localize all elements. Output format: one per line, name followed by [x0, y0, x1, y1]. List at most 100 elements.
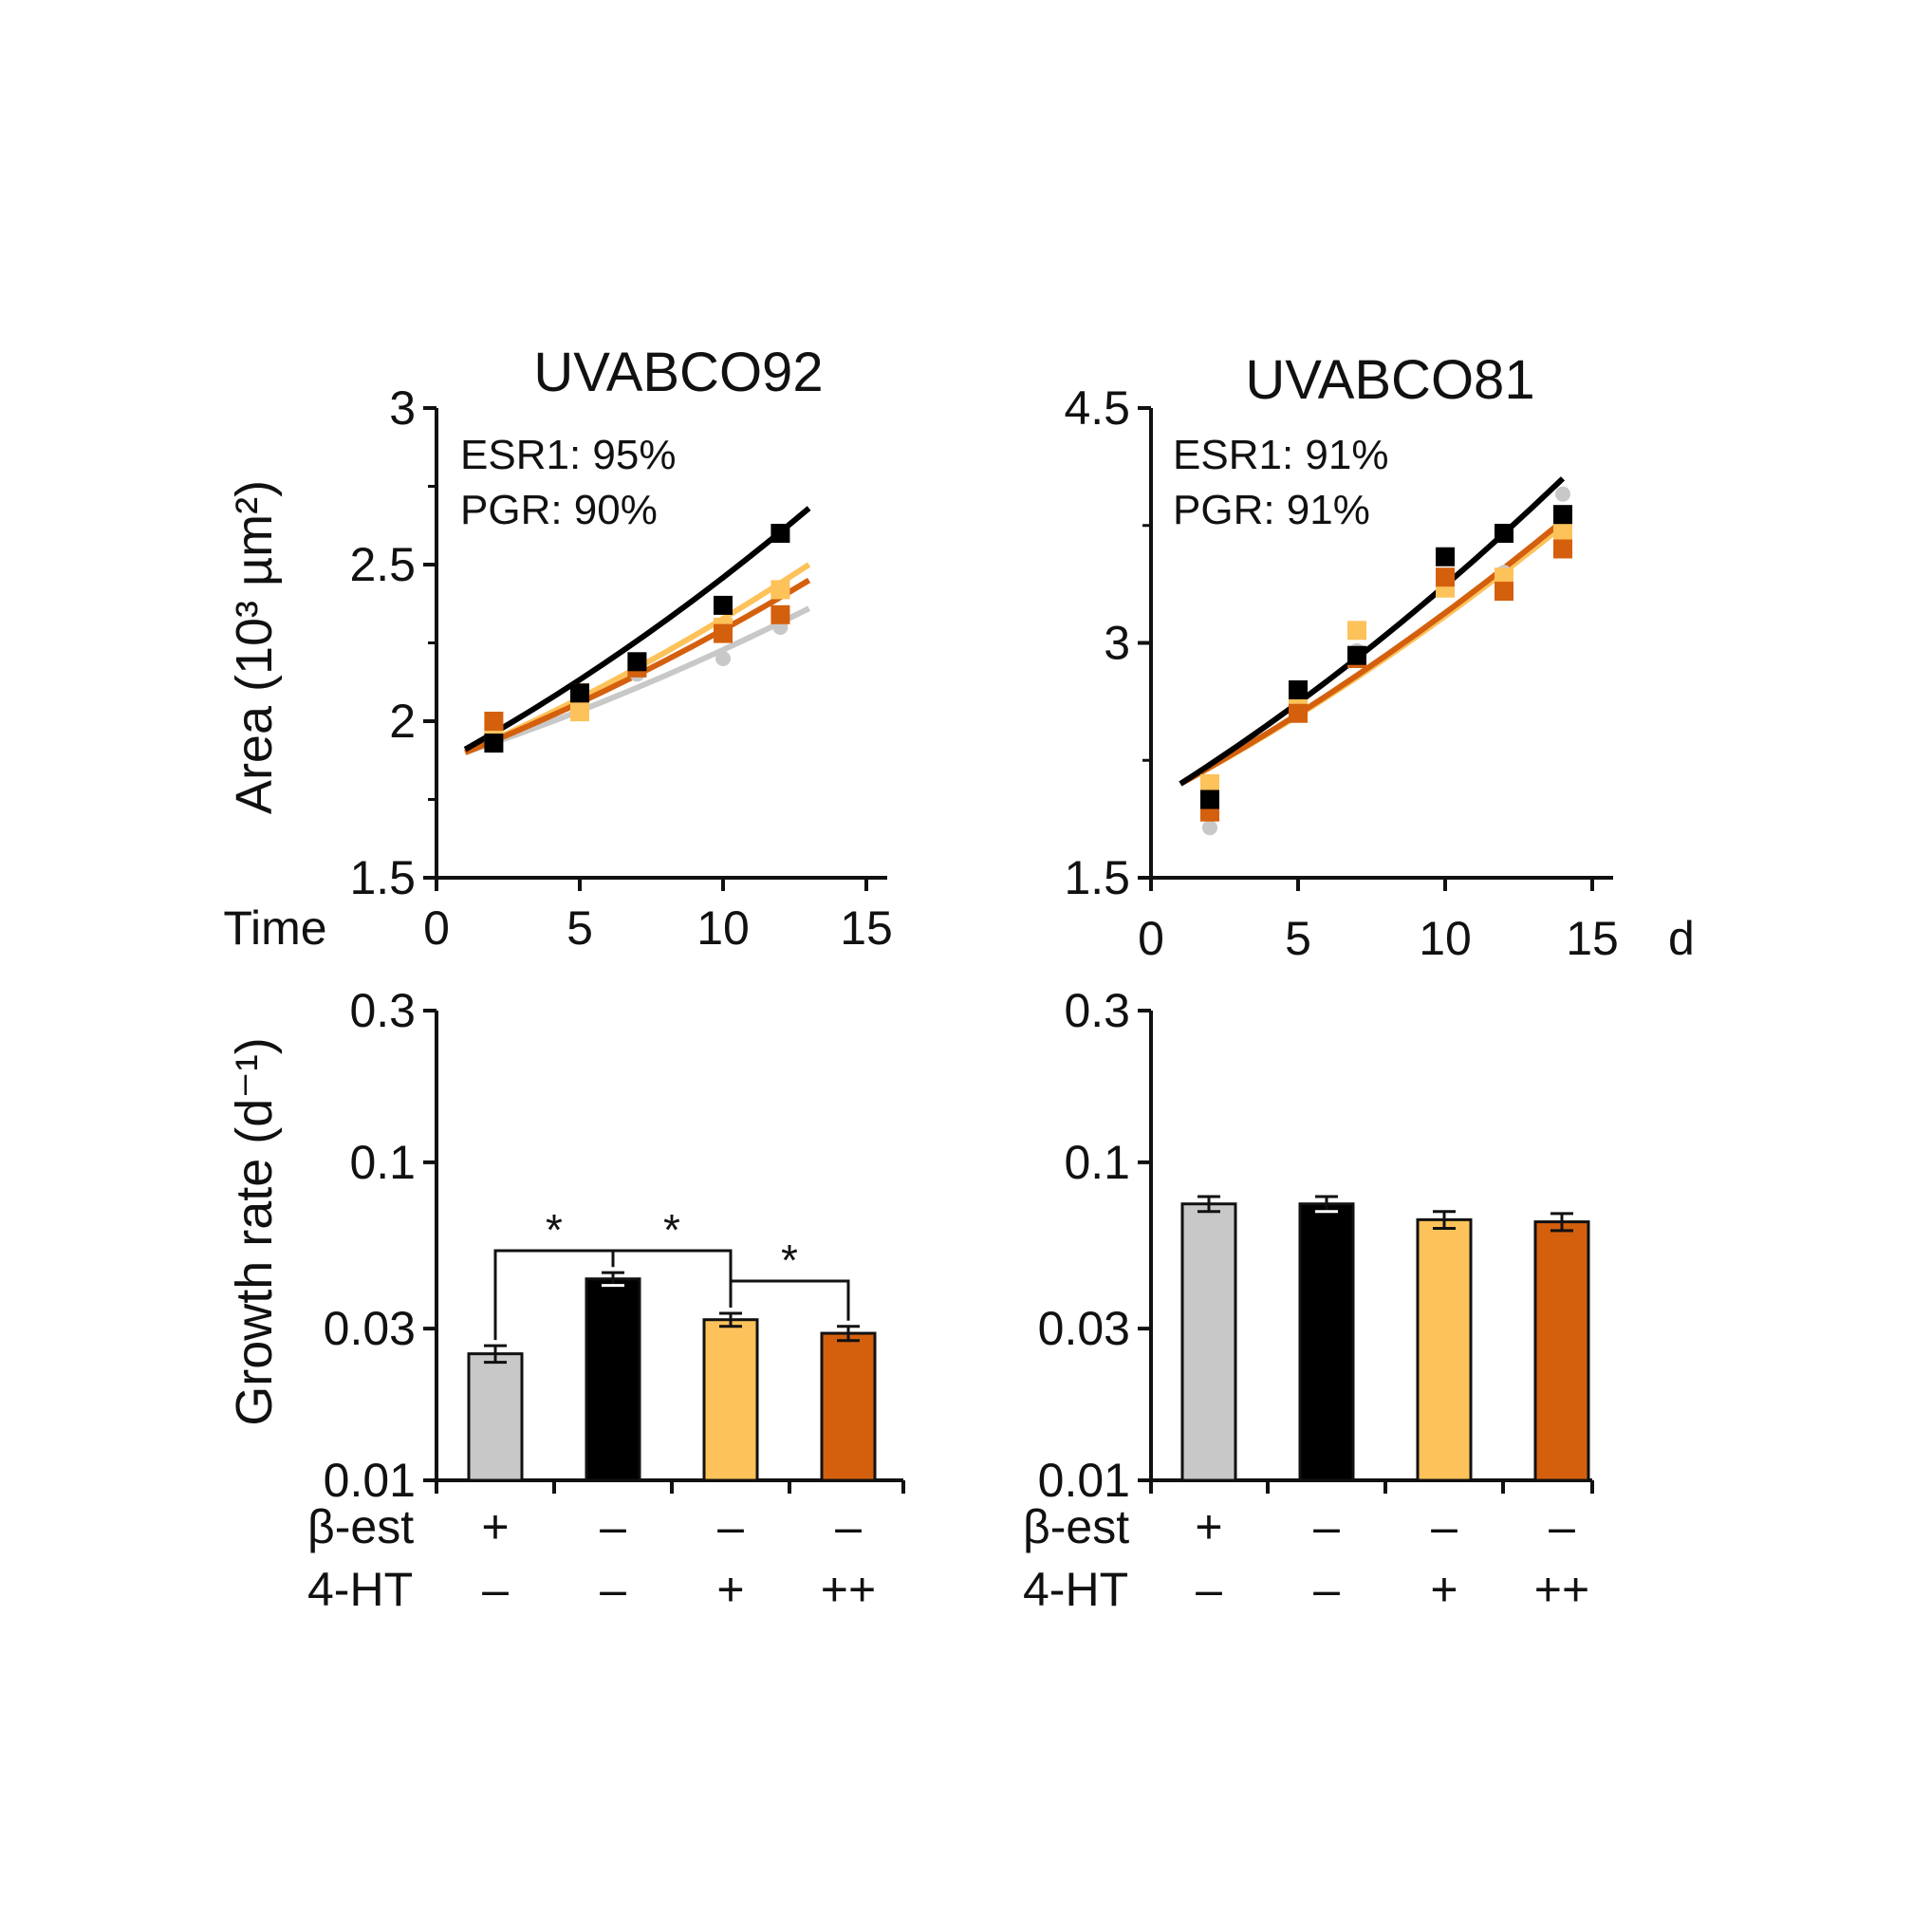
bar	[467, 1352, 524, 1482]
annotation-pgr: PGR: 91%	[1173, 487, 1370, 533]
y-tick-label: 3	[389, 381, 416, 435]
bar	[1533, 1220, 1590, 1482]
data-point	[1436, 547, 1455, 567]
y-tick-label: 0.3	[349, 984, 416, 1037]
beta-est-condition: –	[600, 1500, 626, 1553]
data-point	[1289, 703, 1308, 723]
data-point	[1553, 505, 1572, 525]
bars	[467, 1271, 877, 1482]
y-tick-label: 4.5	[1064, 381, 1130, 435]
significance-bracket	[729, 1279, 850, 1321]
bar	[1416, 1217, 1473, 1482]
ht-condition: ++	[821, 1563, 876, 1616]
data-point	[715, 651, 731, 666]
data-point	[1200, 774, 1219, 793]
significance-star: *	[781, 1235, 798, 1285]
panel-uvabco81-area: UVABCO81 ESR1: 91% PGR: 91% d 1.5 3 4.5 0 5…	[1064, 349, 1694, 965]
ht-condition: –	[482, 1563, 509, 1616]
data-point	[1202, 820, 1217, 836]
data-point	[1553, 539, 1572, 559]
beta-est-condition: +	[481, 1500, 509, 1553]
panel-uvabco92-area: UVABCO92 Area (10³ µm²) ESR1: 95% PGR: 9…	[223, 342, 892, 955]
fit-line	[1179, 518, 1565, 787]
data-point	[771, 524, 790, 543]
ht-condition: +	[716, 1563, 744, 1616]
condition-labels: + – – – – + – ++	[1195, 1500, 1589, 1616]
ht-condition: –	[600, 1563, 626, 1616]
data-points	[484, 524, 790, 753]
data-point	[771, 604, 790, 624]
x-tick-label: 0	[1138, 912, 1164, 965]
y-axis-label: Growth rate (d⁻¹)	[226, 1037, 283, 1426]
data-point	[771, 580, 790, 600]
y-tick-label: 0.01	[1038, 1454, 1130, 1507]
y-axis-label: Area (10³ µm²)	[226, 480, 283, 814]
data-point	[484, 734, 504, 753]
y-ticks: 1.5 3 4.5	[1064, 381, 1151, 904]
x-ticks	[1149, 1480, 1594, 1494]
ht-condition: +	[1430, 1563, 1458, 1616]
ht-condition: ++	[1534, 1563, 1589, 1616]
data-point	[627, 652, 647, 672]
x-tick-label: 5	[566, 901, 593, 955]
y-ticks: 0.01 0.03 0.1 0.3	[324, 984, 436, 1507]
y-tick-label: 0.01	[324, 1454, 416, 1507]
bar	[820, 1331, 877, 1482]
y-tick-label: 0.03	[1038, 1302, 1130, 1355]
data-point	[570, 702, 589, 722]
fit-lines	[463, 506, 811, 755]
y-tick-label: 2.5	[349, 538, 416, 591]
row-label-4-ht: 4-HT	[307, 1563, 413, 1616]
data-point	[484, 712, 504, 731]
data-points	[1200, 486, 1572, 836]
beta-est-condition: –	[1431, 1500, 1458, 1553]
ht-condition: –	[1313, 1563, 1340, 1616]
chart-title: UVABCO92	[533, 342, 823, 403]
x-ticks: 0 5 10 15	[423, 878, 893, 955]
x-tick-label: 15	[1566, 912, 1619, 965]
row-label-4-ht: 4-HT	[1023, 1563, 1128, 1616]
x-tick-label: 5	[1285, 912, 1311, 965]
y-tick-label: 0.1	[349, 1136, 416, 1189]
beta-est-condition: –	[835, 1500, 862, 1553]
x-ticks	[435, 1480, 905, 1494]
bar	[1298, 1202, 1355, 1482]
bar	[702, 1318, 759, 1482]
y-tick-label: 2	[389, 695, 416, 748]
significance-star: *	[663, 1205, 680, 1254]
data-point	[1555, 486, 1570, 502]
panel-uvabco81-growth-rate: β-est 4-HT 0.01 0.03 0.1 0.3 + – – – – + – ++	[1023, 984, 1594, 1616]
x-tick-label: 10	[1419, 912, 1472, 965]
data-point	[1200, 790, 1219, 809]
annotation-pgr: PGR: 90%	[460, 487, 658, 533]
y-tick-label: 1.5	[349, 851, 416, 904]
row-label-beta-est: β-est	[307, 1500, 414, 1553]
data-point	[1347, 645, 1366, 665]
x-tick-label: 0	[423, 901, 450, 955]
significance-bracket	[611, 1249, 733, 1309]
y-tick-label: 0.3	[1064, 984, 1130, 1037]
bar	[1180, 1202, 1237, 1482]
data-point	[570, 683, 589, 703]
beta-est-condition: –	[1313, 1500, 1340, 1553]
x-ticks: 0 5 10 15	[1138, 878, 1619, 965]
data-point	[1495, 582, 1513, 602]
data-point	[1289, 680, 1308, 699]
bars	[1180, 1195, 1590, 1482]
data-point	[714, 595, 733, 615]
significance-brackets: * * *	[493, 1205, 850, 1341]
condition-labels: + – – – – + – ++	[481, 1500, 876, 1616]
chart-title: UVABCO81	[1245, 349, 1534, 411]
annotation-esr1: ESR1: 95%	[460, 432, 676, 478]
row-label-beta-est: β-est	[1023, 1500, 1129, 1553]
data-point	[1553, 524, 1572, 543]
data-point	[1436, 567, 1455, 587]
ht-condition: –	[1196, 1563, 1222, 1616]
y-tick-label: 1.5	[1064, 851, 1130, 904]
significance-star: *	[546, 1205, 563, 1254]
data-point	[1347, 621, 1366, 641]
beta-est-condition: –	[717, 1500, 744, 1553]
y-tick-label: 0.03	[324, 1302, 416, 1355]
data-point	[714, 623, 733, 643]
